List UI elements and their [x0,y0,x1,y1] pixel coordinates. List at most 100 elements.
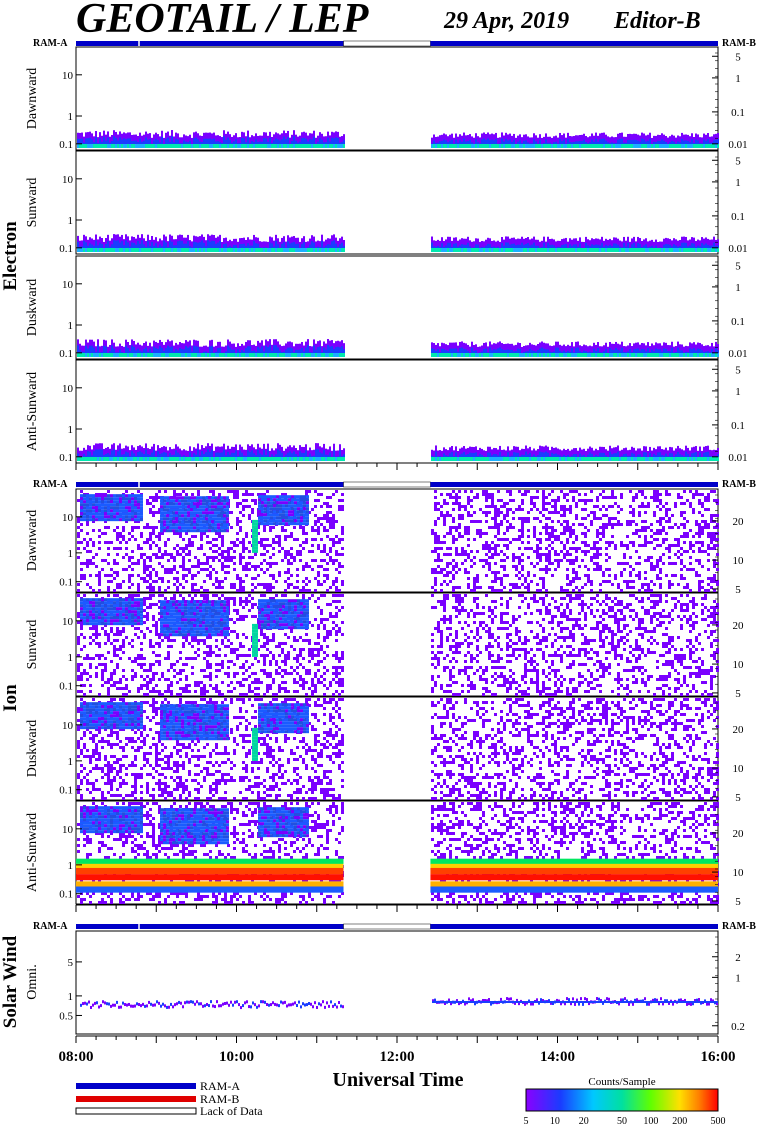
electron-dawnward-cell [235,139,237,146]
electron-sunward-cell [445,245,447,250]
electron-anti-sunward-cell [233,452,235,459]
ion-dawnward-cell [200,532,203,535]
electron-dawnward-cell [519,134,521,146]
electron-dawnward-cell [261,135,263,146]
ion-dawnward-cell [434,580,437,583]
electron-duskward-cell [715,353,717,357]
ion-dawnward-cell [473,520,476,523]
electron-anti-sunward-cell [593,457,595,461]
electron-dawnward-cell [631,134,633,146]
electron-anti-sunward-cell [263,449,265,459]
electron-dawnward-cell [441,134,443,146]
ion-dawnward-cell [278,541,281,544]
electron-anti-sunward-cell [151,452,153,459]
ion-dawnward-cell [206,559,209,562]
electron-dawnward-cell [317,144,319,148]
electron-anti-sunward-cell [105,447,107,459]
electron-dawnward-cell [577,135,579,146]
electron-duskward-cell [79,343,81,355]
electron-anti-sunward-cell [577,450,579,459]
electron-duskward-cell [335,347,337,355]
electron-sunward-cell [543,248,545,252]
electron-sunward-cell [569,244,571,250]
electron-dawnward-cell [645,135,647,146]
electron-anti-sunward-cell [171,457,173,461]
electron-dawnward-cell [117,144,119,148]
electron-sunward-cell [105,244,107,250]
ion-dawnward-cell [494,562,497,565]
ion-dawnward-cell [500,589,503,592]
electron-duskward-cell [569,353,571,357]
electron-dawnward-cell [491,139,493,146]
electron-duskward-cell [537,350,539,355]
electron-sunward-cell [673,248,675,252]
electron-sunward-cell [167,248,169,252]
ion-dawnward-cell [476,532,479,535]
electron-duskward-cell [609,347,611,355]
ion-dawnward-cell [545,565,548,568]
electron-duskward-cell [157,348,159,355]
ion-dawnward-cell [233,568,236,571]
electron-sunward-cell [301,238,303,250]
electron-sunward-cell [231,248,233,252]
electron-sunward-cell [137,248,139,252]
electron-anti-sunward-cell [469,452,471,459]
ion-dawnward-cell [494,589,497,592]
ion-dawnward-cell [224,577,227,580]
ion-dawnward-cell [77,583,80,586]
ion-dawnward-cell [143,568,146,571]
ion-dawnward-cell [458,508,461,511]
electron-sunward-cell [135,238,137,250]
electron-duskward-cell [485,353,487,357]
electron-duskward-cell [527,353,529,357]
electron-sunward-cell [189,248,191,252]
electron-anti-sunward-cell [131,457,133,461]
ion-dawnward-cell [308,580,311,583]
electron-dawnward-cell [511,135,513,146]
electron-duskward-cell [261,346,263,355]
electron-dawnward-cell [167,137,169,146]
ion-dawnward-cell [245,499,248,502]
electron-dawnward-cell [229,134,231,146]
electron-dawnward-cell [593,141,595,146]
ion-dawnward-cell [290,556,293,559]
electron-dawnward-cell [497,144,499,148]
ion-dawnward-cell [500,505,503,508]
electron-duskward-cell [143,353,145,357]
electron-dawnward-cell [107,137,109,146]
electron-anti-sunward-cell [195,448,197,459]
ion-dawnward-cell [278,571,281,574]
electron-anti-sunward-cell [445,457,447,461]
electron-dawnward-cell [107,144,109,148]
ion-dawnward-cell [518,571,521,574]
ion-dawnward-cell [473,562,476,565]
chart-title: GEOTAIL / LEP [76,0,369,42]
electron-sunward-cell [481,248,483,252]
electron-sunward-cell [107,248,109,252]
ion-dawnward-cell [260,541,263,544]
electron-duskward-cell [321,353,323,357]
electron-anti-sunward-cell [147,457,149,461]
ion-dawnward-cell [254,499,257,502]
electron-sunward-cell [239,248,241,252]
electron-dawnward-cell [567,144,569,148]
electron-duskward-cell [107,346,109,355]
electron-anti-sunward-cell [127,457,129,461]
electron-duskward-cell [175,353,177,357]
ion-dawnward-cell [521,523,524,526]
electron-dawnward-cell [669,136,671,146]
electron-anti-sunward-cell [95,457,97,461]
electron-sunward-cell [545,248,547,252]
electron-sunward-cell [647,248,649,252]
ion-dawnward-cell [263,526,266,529]
electron-duskward-cell [505,343,507,355]
ion-dawnward-cell [518,490,521,493]
electron-sunward-cell [695,248,697,252]
electron-dawnward-cell [625,144,627,148]
electron-anti-sunward-cell [177,457,179,461]
ion-dawnward-cell [485,541,488,544]
ion-dawnward-cell [455,526,458,529]
electron-sunward-cell [635,241,637,250]
electron-dawnward-cell [275,138,277,146]
electron-dawnward-cell [193,138,195,146]
